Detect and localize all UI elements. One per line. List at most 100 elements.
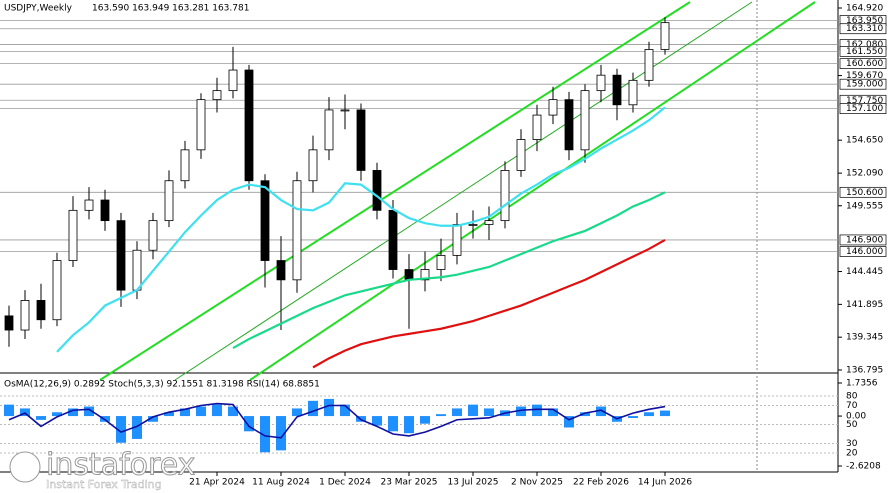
level-box (839, 246, 887, 257)
level-label: 160.600 (846, 59, 883, 69)
osma-bar (388, 416, 398, 432)
price-panel: 164.920 159.670 154.650 152.090 149.555 144.4… (4, 4, 883, 488)
x-tick-label: 21 Apr 2024 (189, 478, 245, 488)
y-tick-label: 136.795 (846, 366, 883, 376)
ma-line (56, 106, 666, 353)
candle-body (180, 149, 190, 182)
candle-body (164, 180, 174, 222)
level-label: 161.550 (846, 47, 883, 57)
level-label: 146.000 (846, 247, 883, 257)
osma-bar (196, 406, 206, 417)
osma-bar (516, 406, 526, 417)
level-box (839, 58, 887, 69)
candle-body (260, 180, 270, 261)
x-tick-label: 11 Aug 2024 (252, 478, 310, 488)
osma-bar (260, 416, 270, 453)
osma-bar (36, 416, 46, 420)
candle-body (484, 220, 494, 225)
candle-body (452, 224, 462, 256)
x-tick-label: 2 Nov 2025 (511, 478, 563, 488)
candle-body (20, 300, 30, 331)
osma-bar (228, 406, 238, 417)
candle-body (404, 269, 414, 281)
candle-body (100, 199, 110, 222)
level-label: 157.750 (846, 96, 883, 106)
osma-bar (420, 416, 430, 424)
candle-body (388, 209, 398, 270)
osma-bar (628, 416, 638, 418)
candle-body (468, 224, 478, 226)
candle-body (292, 180, 302, 281)
candle-body (516, 139, 526, 171)
osma-bar (596, 406, 606, 417)
x-tick-label: 14 Jun 2026 (638, 478, 692, 488)
ma-line (232, 191, 666, 350)
x-tick-label: 23 Mar 2025 (380, 478, 437, 488)
watermark: instaforex Instant Forex Trading (9, 447, 196, 491)
candle-body (612, 74, 622, 106)
candle-body (244, 69, 254, 182)
y2-tick-label: 20 (846, 449, 858, 459)
osma-bar (52, 412, 62, 417)
osma-bar (276, 416, 286, 451)
candle-body (68, 209, 78, 261)
osma-bar (132, 416, 142, 439)
osma-bar (68, 408, 78, 417)
x-tick-label: 1 Dec 2024 (319, 478, 371, 488)
y-tick-label: 139.345 (846, 333, 883, 343)
osma-bar (84, 406, 94, 417)
osma-bar (468, 404, 478, 417)
level-box (839, 23, 887, 35)
candle-body (132, 249, 142, 291)
x-tick-label: 13 Jul 2025 (448, 478, 499, 488)
candle-body (52, 260, 62, 321)
osma-bar (180, 408, 190, 417)
candle-body (596, 74, 606, 92)
candle-body (340, 109, 350, 112)
candle-body (36, 300, 46, 321)
osma-bar (292, 408, 302, 417)
candle-body (580, 90, 590, 151)
osma-bar (244, 416, 254, 432)
osma-bar (660, 410, 670, 417)
brand: instaforex (46, 448, 195, 483)
osma-bar (372, 416, 382, 426)
osma-bar (644, 412, 654, 417)
candle-body (564, 99, 574, 151)
candle-body (356, 109, 366, 171)
chart-title: USDJPY,Weekly (4, 4, 73, 14)
channel-middle (174, 1, 753, 381)
candle-body (372, 170, 382, 211)
level-box (839, 186, 887, 198)
osma-bar (324, 398, 334, 417)
level-label: 150.600 (846, 188, 883, 198)
candle-body (420, 269, 430, 281)
candle-body (500, 170, 510, 222)
ma-line (312, 238, 666, 369)
y-tick-label: 1.7356 (846, 379, 878, 389)
y2-tick-label: 50 (846, 420, 858, 430)
candle-body (4, 315, 14, 331)
y-tick-label: 144.445 (846, 267, 883, 277)
level-label: 163.950 (846, 16, 883, 26)
candle-body (84, 199, 94, 211)
y-tick-label: 159.670 (846, 71, 883, 81)
candle-body (628, 79, 638, 106)
candle-body (212, 90, 222, 101)
candle-body (148, 220, 158, 251)
level-box (839, 46, 887, 57)
osma-bar (148, 416, 158, 422)
level-label: 157.100 (846, 104, 883, 114)
level-box (839, 103, 887, 115)
level-box (839, 234, 887, 246)
osma-bar (452, 408, 462, 417)
osma-bar (164, 412, 174, 417)
y-tick-label: 141.895 (846, 300, 883, 310)
candle-body (644, 49, 654, 81)
y2-tick-label: 30 (846, 439, 858, 449)
y2-tick-label: 80 (846, 392, 858, 402)
candle-body (116, 220, 126, 291)
